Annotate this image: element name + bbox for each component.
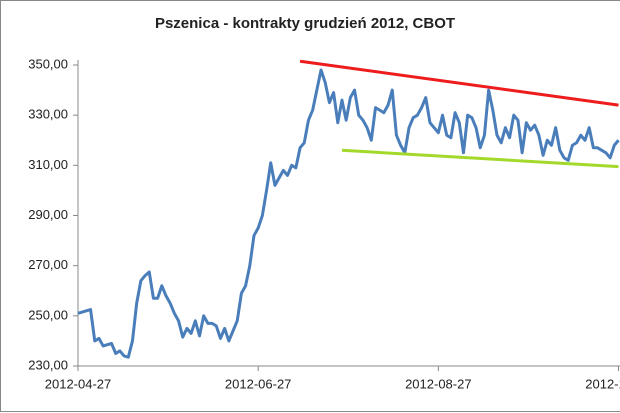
y-tick-label: 350,00 — [28, 56, 68, 71]
x-tick-label: 2012-06-27 — [225, 376, 292, 391]
trend-line — [299, 59, 619, 107]
y-tick-label: 330,00 — [28, 107, 68, 122]
y-tick-label: 230,00 — [28, 357, 68, 372]
x-tick-label: 2012-04-27 — [45, 376, 112, 391]
trend-line — [341, 148, 619, 169]
x-tick-label: 2012-10-26 — [585, 376, 620, 391]
x-tick-label: 2012-08-27 — [405, 376, 472, 391]
chart-title: Pszenica - kontrakty grudzień 2012, CBOT — [155, 15, 455, 32]
y-tick-label: 310,00 — [28, 157, 68, 172]
y-tick-label: 290,00 — [28, 207, 68, 222]
y-tick-label: 270,00 — [28, 257, 68, 272]
price-line — [77, 68, 620, 359]
y-tick-label: 250,00 — [28, 307, 68, 322]
